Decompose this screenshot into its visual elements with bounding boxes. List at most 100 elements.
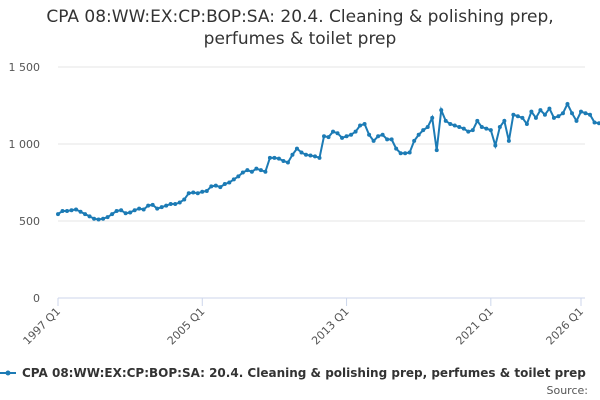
point bbox=[200, 189, 205, 194]
point bbox=[479, 125, 484, 130]
point bbox=[569, 111, 574, 116]
point bbox=[65, 208, 70, 213]
point bbox=[547, 106, 552, 111]
point bbox=[56, 212, 60, 217]
point bbox=[524, 121, 529, 126]
x-tick-label: 1997 Q1 bbox=[21, 305, 64, 348]
point bbox=[560, 111, 565, 116]
point bbox=[579, 109, 583, 114]
point bbox=[533, 115, 538, 120]
point bbox=[128, 210, 133, 215]
point bbox=[515, 114, 520, 119]
point bbox=[281, 158, 286, 163]
point bbox=[317, 155, 322, 160]
y-tick-label: 0 bbox=[33, 292, 40, 305]
point bbox=[529, 109, 534, 114]
point bbox=[331, 129, 336, 134]
point bbox=[146, 203, 151, 208]
x-tick-label: 2026 Q1 bbox=[544, 305, 587, 348]
point bbox=[123, 211, 128, 216]
point bbox=[132, 208, 137, 213]
point bbox=[87, 214, 92, 219]
point bbox=[182, 197, 187, 202]
y-tick-label: 500 bbox=[19, 215, 40, 228]
point bbox=[371, 138, 376, 143]
point bbox=[439, 108, 444, 113]
point bbox=[457, 125, 462, 130]
point bbox=[258, 168, 263, 173]
point bbox=[119, 208, 124, 213]
point bbox=[159, 205, 164, 210]
y-tick-label: 1 000 bbox=[9, 138, 41, 151]
x-tick-label: 2013 Q1 bbox=[309, 305, 352, 348]
point bbox=[78, 209, 83, 214]
point bbox=[430, 115, 435, 120]
point bbox=[101, 216, 106, 221]
point bbox=[475, 118, 480, 123]
point bbox=[542, 112, 547, 117]
point bbox=[389, 137, 394, 142]
point bbox=[245, 168, 250, 173]
point bbox=[358, 123, 363, 128]
point bbox=[308, 153, 313, 158]
point bbox=[502, 118, 507, 123]
point bbox=[227, 180, 232, 185]
point bbox=[416, 132, 421, 137]
point bbox=[565, 101, 570, 106]
point bbox=[583, 111, 588, 116]
point bbox=[110, 212, 115, 217]
point bbox=[484, 126, 489, 131]
point bbox=[597, 121, 600, 126]
point bbox=[218, 185, 223, 190]
point bbox=[60, 208, 65, 213]
point bbox=[249, 169, 254, 174]
point bbox=[240, 170, 245, 175]
point bbox=[588, 112, 593, 117]
point bbox=[69, 208, 74, 213]
point bbox=[394, 146, 399, 151]
point bbox=[150, 202, 155, 207]
point bbox=[497, 125, 502, 130]
point bbox=[344, 134, 349, 139]
point bbox=[376, 134, 381, 139]
x-tick-label: 2021 Q1 bbox=[453, 305, 496, 348]
point bbox=[367, 132, 372, 137]
point bbox=[421, 128, 426, 133]
point bbox=[191, 190, 196, 195]
point bbox=[186, 191, 191, 196]
point bbox=[520, 115, 525, 120]
point bbox=[448, 121, 453, 126]
x-tick-label: 2005 Q1 bbox=[165, 305, 208, 348]
point bbox=[349, 132, 354, 137]
point bbox=[137, 206, 142, 211]
source: Source: bbox=[547, 384, 589, 397]
point bbox=[466, 129, 471, 134]
point bbox=[452, 123, 457, 128]
point bbox=[493, 143, 498, 148]
point bbox=[511, 112, 516, 117]
point bbox=[141, 207, 146, 212]
point bbox=[412, 138, 417, 143]
point bbox=[276, 156, 281, 161]
legend-label: CPA 08:WW:EX:CP:BOP:SA: 20.4. Cleaning &… bbox=[22, 366, 586, 380]
point bbox=[362, 121, 367, 126]
point bbox=[443, 118, 448, 123]
point bbox=[380, 132, 385, 137]
point bbox=[592, 120, 597, 125]
point bbox=[326, 135, 331, 140]
point bbox=[551, 115, 556, 120]
point bbox=[353, 129, 358, 134]
point bbox=[96, 217, 101, 222]
point bbox=[425, 125, 430, 130]
y-tick-label: 1 500 bbox=[9, 61, 41, 74]
point bbox=[254, 166, 259, 171]
legend-marker bbox=[5, 370, 11, 376]
point bbox=[506, 138, 511, 143]
point bbox=[173, 202, 178, 207]
point bbox=[294, 146, 299, 151]
chart-title: CPA 08:WW:EX:CP:BOP:SA: 20.4. Cleaning &… bbox=[46, 7, 554, 49]
point bbox=[263, 169, 268, 174]
point bbox=[299, 150, 304, 155]
